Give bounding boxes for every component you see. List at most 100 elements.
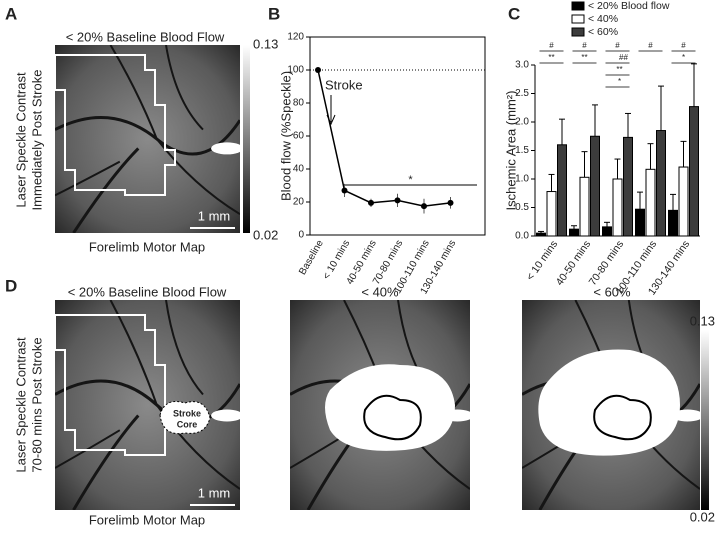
bright-spot bbox=[211, 409, 240, 422]
y-tick-label: 3.0 bbox=[515, 60, 529, 71]
y-tick-label: 0.0 bbox=[515, 231, 529, 242]
y-tick-label: 2.5 bbox=[515, 88, 529, 99]
bar bbox=[623, 136, 633, 237]
point bbox=[421, 203, 427, 210]
x-tick-label: < 10 mins bbox=[524, 238, 560, 282]
caption: Forelimb Motor Map bbox=[89, 239, 205, 254]
legend-label: < 20% Blood flow bbox=[588, 0, 670, 12]
significance: ** bbox=[616, 65, 622, 74]
bar bbox=[590, 135, 600, 237]
bar bbox=[668, 209, 678, 237]
colorbar bbox=[243, 45, 250, 233]
significance: ** bbox=[548, 53, 554, 62]
bar bbox=[546, 191, 557, 237]
legend-swatch bbox=[571, 14, 585, 24]
colorbar bbox=[701, 330, 709, 510]
colorbar-max: 0.13 bbox=[253, 36, 278, 51]
image bbox=[290, 300, 470, 510]
core-label: Stroke bbox=[173, 408, 201, 418]
image-title: < 60% bbox=[593, 284, 631, 299]
core-label: Core bbox=[177, 419, 198, 429]
bar bbox=[645, 168, 656, 237]
scale-bar-label: 1 mm bbox=[198, 485, 231, 500]
panel-label: B bbox=[268, 4, 280, 23]
ischemic-region bbox=[325, 364, 455, 451]
y-tick-label: 0.5 bbox=[515, 202, 529, 213]
significance: # bbox=[615, 41, 620, 50]
motor-map bbox=[55, 314, 176, 456]
y-tick-label: 1.5 bbox=[515, 145, 529, 156]
point bbox=[341, 187, 348, 194]
panel-label: C bbox=[508, 4, 520, 23]
significance: * bbox=[618, 77, 621, 86]
y-tick-label: 40 bbox=[293, 164, 305, 175]
legend-label: < 60% bbox=[588, 26, 618, 38]
vessel bbox=[165, 300, 204, 396]
x-tick-label: Baseline bbox=[297, 238, 326, 277]
image-title: < 20% Baseline Blood Flow bbox=[68, 284, 227, 299]
vessel bbox=[55, 160, 121, 197]
y-tick-label: 2.0 bbox=[515, 117, 529, 128]
vessel bbox=[55, 429, 121, 469]
ischemic-region bbox=[538, 349, 680, 456]
y-tick-label: 100 bbox=[287, 65, 304, 76]
legend-swatch bbox=[571, 1, 585, 11]
significance: # bbox=[549, 41, 554, 50]
y-axis-label: Ischemic Area (mm²) bbox=[503, 91, 518, 211]
vessel bbox=[72, 414, 140, 510]
bar bbox=[557, 144, 567, 237]
scale-bar-label: 1 mm bbox=[198, 208, 231, 223]
bar bbox=[635, 208, 645, 237]
y-tick-label: 20 bbox=[293, 197, 305, 208]
bar bbox=[602, 226, 612, 237]
image bbox=[55, 45, 240, 233]
y-tick-label: 0 bbox=[298, 230, 304, 241]
bar bbox=[579, 176, 590, 237]
bar bbox=[569, 228, 579, 237]
vessel bbox=[109, 300, 158, 406]
side-label: 70-80 mins Post Stroke bbox=[29, 337, 44, 472]
annotation: Stroke bbox=[325, 77, 363, 92]
y-axis-label: Blood flow (%Speckle) bbox=[278, 71, 293, 201]
bar bbox=[612, 178, 623, 237]
y-tick-label: 60 bbox=[293, 131, 305, 142]
bar bbox=[678, 166, 689, 237]
legend-label: < 40% bbox=[588, 13, 618, 25]
bar bbox=[689, 106, 699, 237]
caption: Forelimb Motor Map bbox=[89, 512, 205, 527]
significance: ## bbox=[619, 53, 628, 62]
side-label: Immediately Post Stroke bbox=[29, 70, 44, 211]
significance: ** bbox=[581, 53, 587, 62]
significance: * bbox=[408, 174, 413, 186]
significance: # bbox=[681, 41, 686, 50]
bar bbox=[656, 130, 666, 237]
point bbox=[394, 197, 401, 204]
colorbar-min: 0.02 bbox=[253, 227, 278, 242]
bar bbox=[536, 232, 546, 237]
line bbox=[317, 69, 451, 207]
colorbar-max: 0.13 bbox=[690, 313, 715, 328]
y-tick-label: 1.0 bbox=[515, 174, 529, 185]
image-title: < 40% bbox=[361, 284, 399, 299]
core-outline bbox=[363, 394, 422, 441]
motor-map bbox=[55, 54, 176, 196]
legend-swatch bbox=[571, 27, 585, 37]
core-outline bbox=[593, 394, 652, 441]
images bbox=[55, 45, 700, 510]
stroke-core bbox=[159, 401, 211, 435]
side-label: Laser Speckle Contrast bbox=[13, 337, 28, 473]
y-tick-label: 80 bbox=[293, 98, 305, 109]
significance: * bbox=[682, 53, 685, 62]
y-tick-label: 120 bbox=[287, 32, 304, 43]
image bbox=[522, 300, 700, 510]
image-bg bbox=[55, 300, 240, 510]
vessel bbox=[72, 147, 140, 233]
point bbox=[315, 67, 321, 73]
panel-label: D bbox=[5, 276, 17, 295]
bright-spot bbox=[211, 142, 240, 155]
side-label: Laser Speckle Contrast bbox=[13, 72, 28, 208]
point bbox=[368, 199, 374, 206]
point bbox=[447, 199, 454, 206]
image-title: < 20% Baseline Blood Flow bbox=[66, 29, 225, 44]
